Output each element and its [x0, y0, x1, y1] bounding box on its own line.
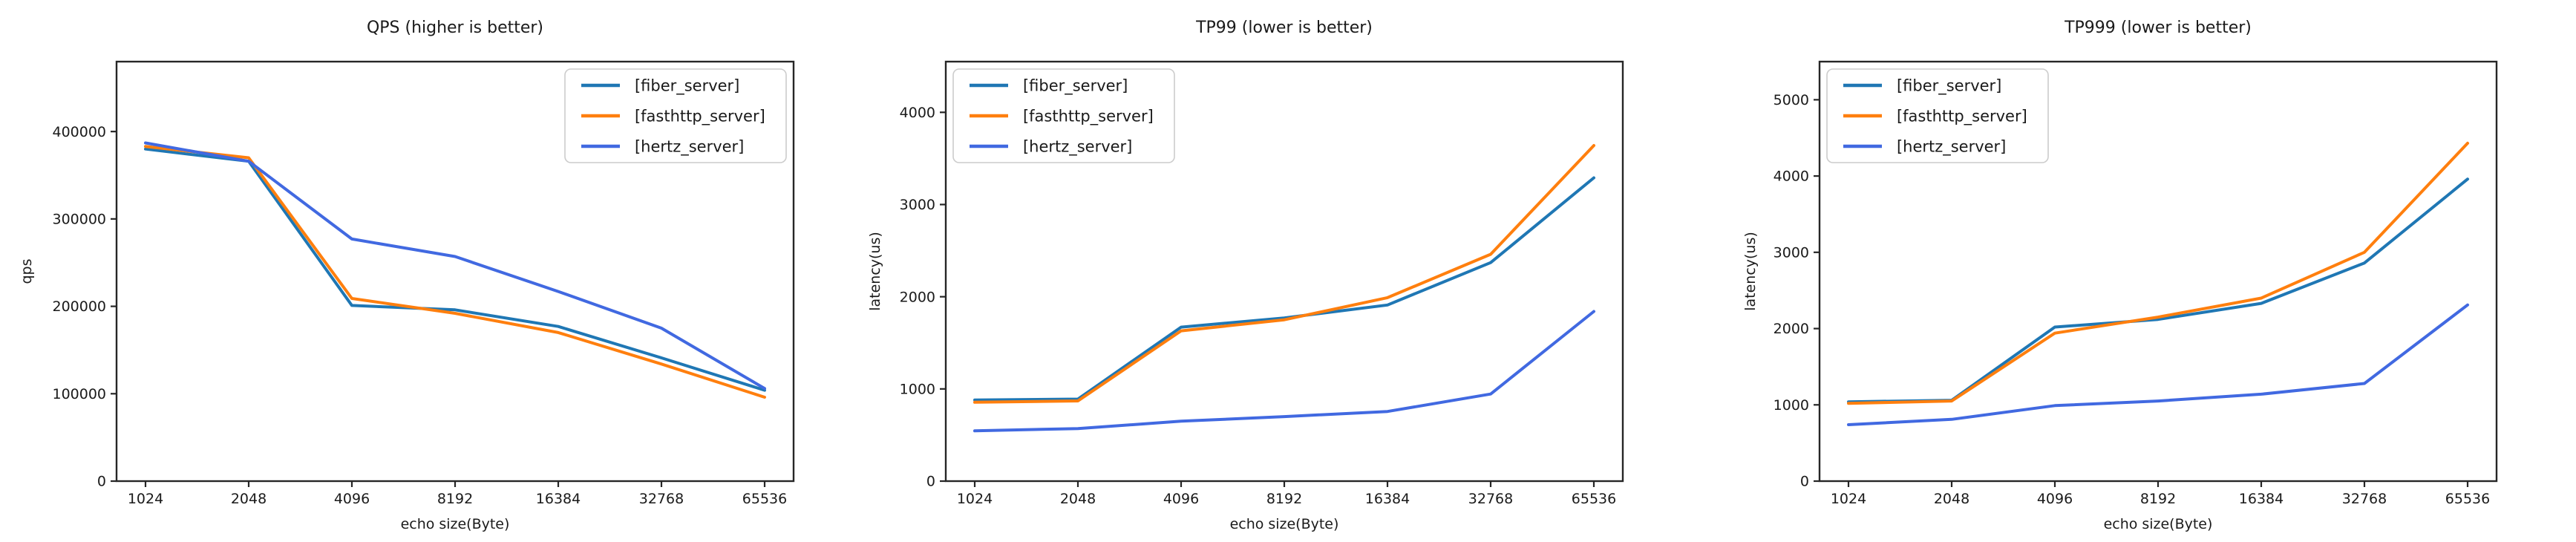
x-tick-label: 1024: [128, 491, 163, 507]
x-tick-label: 65536: [2445, 491, 2490, 507]
chart-tp99-canvas: TP99 (lower is better) 0 1000 2000 3000 4000 1…: [867, 19, 1624, 532]
x-axis-label: echo size(Byte): [401, 516, 510, 532]
x-tick-label: 1024: [1831, 491, 1866, 507]
y-tick-label: 200000: [53, 298, 106, 315]
legend-label: [hertz_server]: [1897, 137, 2006, 156]
chart-tp999-canvas: TP999 (lower is better) 0 1000 2000 3000 4000…: [1742, 19, 2498, 532]
x-tick-label: 1024: [956, 491, 992, 507]
legend: [fiber_server] [fasthttp_server] [hertz_se…: [1826, 68, 2050, 163]
x-tick-label: 2048: [1934, 491, 1969, 507]
x-tick-label: 4096: [1163, 491, 1198, 507]
y-tick-label: 1000: [1774, 397, 1809, 414]
x-tick-label: 32768: [639, 491, 684, 507]
chart-title: TP999 (lower is better): [2064, 19, 2252, 37]
y-tick-label: 3000: [899, 197, 935, 213]
legend-label: [hertz_server]: [635, 137, 744, 156]
x-tick-label: 8192: [1266, 491, 1301, 507]
x-tick-label: 8192: [437, 491, 473, 507]
legend-label: [fiber_server]: [1897, 76, 2001, 95]
legend-box: [952, 68, 1175, 163]
y-tick-label: 4000: [899, 105, 935, 121]
chart-qps: QPS (higher is better) 0 100000 200000 30000…: [0, 0, 859, 542]
series-line-fasthttp_server: [972, 144, 1595, 404]
y-tick-label: 0: [1800, 474, 1809, 490]
y-tick-label: 400000: [53, 124, 106, 140]
series-line-hertz_server: [972, 310, 1595, 433]
legend-label: [fiber_server]: [635, 76, 739, 95]
x-axis-label: echo size(Byte): [2104, 516, 2213, 532]
x-tick-label: 16384: [1364, 491, 1409, 507]
legend-label: [fasthttp_server]: [1897, 107, 2027, 125]
x-tick-label: 4096: [2037, 491, 2073, 507]
chart-title: TP99 (lower is better): [1195, 19, 1373, 37]
y-tick-label: 2000: [1774, 321, 1809, 337]
y-tick-label: 1000: [899, 381, 935, 397]
y-tick-label: 4000: [1774, 169, 1809, 185]
series-line-fiber_server: [972, 176, 1595, 402]
x-tick-label: 65536: [1571, 491, 1615, 507]
chart-qps-canvas: QPS (higher is better) 0 100000 200000 30000…: [19, 19, 795, 532]
y-axis-label: qps: [19, 259, 35, 284]
chart-tp99: TP99 (lower is better) 0 1000 2000 3000 4000 1…: [859, 0, 1718, 542]
legend: [fiber_server] [fasthttp_server] [hertz_se…: [952, 68, 1175, 163]
x-tick-label: 2048: [1059, 491, 1095, 507]
y-tick-label: 2000: [899, 289, 935, 305]
legend-label: [fiber_server]: [1023, 76, 1128, 95]
x-tick-label: 4096: [334, 491, 370, 507]
y-tick-label: 100000: [53, 386, 106, 402]
x-tick-label: 16384: [2239, 491, 2284, 507]
y-tick-label: 5000: [1774, 92, 1809, 108]
x-axis-label: echo size(Byte): [1229, 516, 1338, 532]
x-tick-label: 8192: [2140, 491, 2176, 507]
y-axis-label: latency(us): [1742, 232, 1759, 310]
x-tick-label: 2048: [231, 491, 267, 507]
x-tick-label: 32768: [2342, 491, 2387, 507]
x-tick-label: 16384: [536, 491, 581, 507]
chart-title: QPS (higher is better): [367, 19, 543, 37]
series-line-fasthttp_server: [1847, 141, 2470, 405]
y-tick-label: 0: [926, 474, 935, 490]
y-tick-label: 3000: [1774, 244, 1809, 261]
y-tick-label: 300000: [53, 212, 106, 228]
x-tick-label: 65536: [742, 491, 787, 507]
series-line-fasthttp_server: [143, 145, 766, 399]
y-axis-label: latency(us): [867, 232, 883, 310]
x-tick-label: 32768: [1468, 491, 1512, 507]
series-line-hertz_server: [143, 141, 766, 391]
legend-label: [fasthttp_server]: [1023, 107, 1154, 125]
legend-box: [1826, 68, 2050, 163]
legend-label: [hertz_server]: [1023, 137, 1132, 156]
chart-tp999: TP999 (lower is better) 0 1000 2000 3000 4000…: [1717, 0, 2576, 542]
legend-box: [564, 68, 787, 163]
series-line-hertz_server: [1847, 303, 2470, 426]
legend-label: [fasthttp_server]: [635, 107, 765, 125]
legend: [fiber_server] [fasthttp_server] [hertz_se…: [564, 68, 787, 163]
y-tick-label: 0: [97, 474, 106, 490]
